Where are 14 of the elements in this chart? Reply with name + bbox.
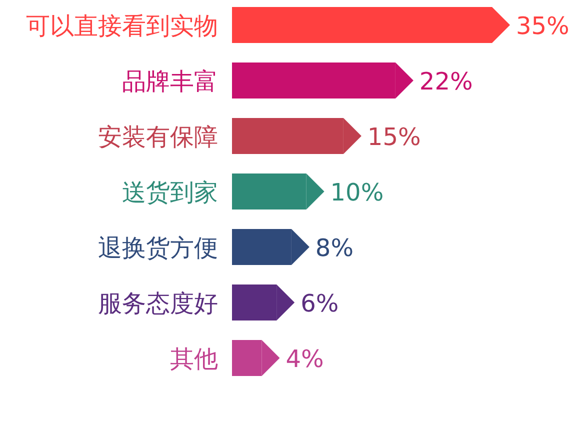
y-tick-label: 品牌丰富 [122,68,218,96]
y-tick-label: 安装有保障 [98,123,218,151]
data-label: 8% [315,234,354,262]
y-tick-label: 其他 [170,345,218,373]
y-tick-label: 服务态度好 [98,290,218,318]
data-label: 15% [367,123,421,151]
y-tick-label: 送货到家 [122,178,218,206]
data-label: 4% [286,345,324,373]
data-label: 35% [516,12,570,40]
y-tick-label: 退换货方便 [98,234,218,262]
data-label: 22% [419,68,473,96]
data-label: 6% [300,290,339,318]
y-tick-label: 可以直接看到实物 [26,12,218,40]
data-label: 10% [330,178,384,206]
